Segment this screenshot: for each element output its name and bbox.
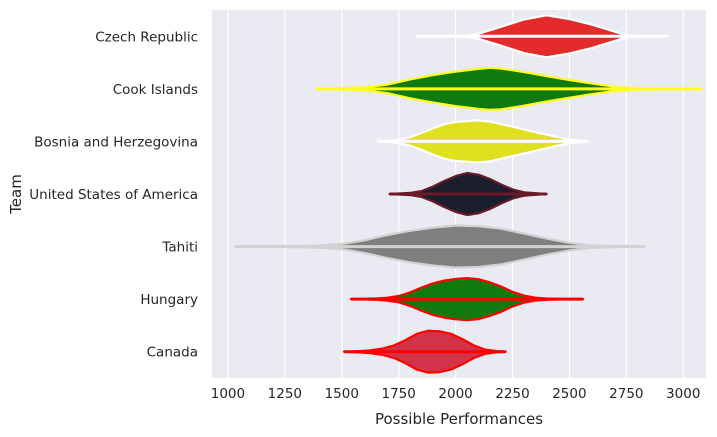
x-tick-label-1500: 1500 [325,386,359,402]
x-tick-label-1250: 1250 [268,386,302,402]
y-tick-label-united-states-of-america: United States of America [29,187,198,203]
x-tick-label-1750: 1750 [381,386,415,402]
x-tick-label-2750: 2750 [609,386,643,402]
x-axis-title: Possible Performances [375,410,543,428]
y-axis-title: Team [7,174,25,215]
violins [233,14,703,374]
x-tick-label-2000: 2000 [438,386,472,402]
x-tick-label-3000: 3000 [666,386,700,402]
y-tick-label-hungary: Hungary [140,292,198,308]
x-tick-labels: 1000 1250 1500 1750 2000 2250 2500 2750 3000 [211,386,701,402]
y-tick-label-bosnia-and-herzegovina: Bosnia and Herzegovina [34,134,198,150]
x-tick-label-2500: 2500 [552,386,586,402]
y-tick-label-tahiti: Tahiti [161,240,198,256]
y-tick-label-cook-islands: Cook Islands [113,82,198,98]
y-tick-label-canada: Canada [147,345,198,361]
y-tick-labels: Czech Republic Cook Islands Bosnia and Her… [29,29,198,360]
x-tick-label-1000: 1000 [211,386,245,402]
x-tick-label-2250: 2250 [495,386,529,402]
y-tick-label-czech-republic: Czech Republic [95,29,198,45]
